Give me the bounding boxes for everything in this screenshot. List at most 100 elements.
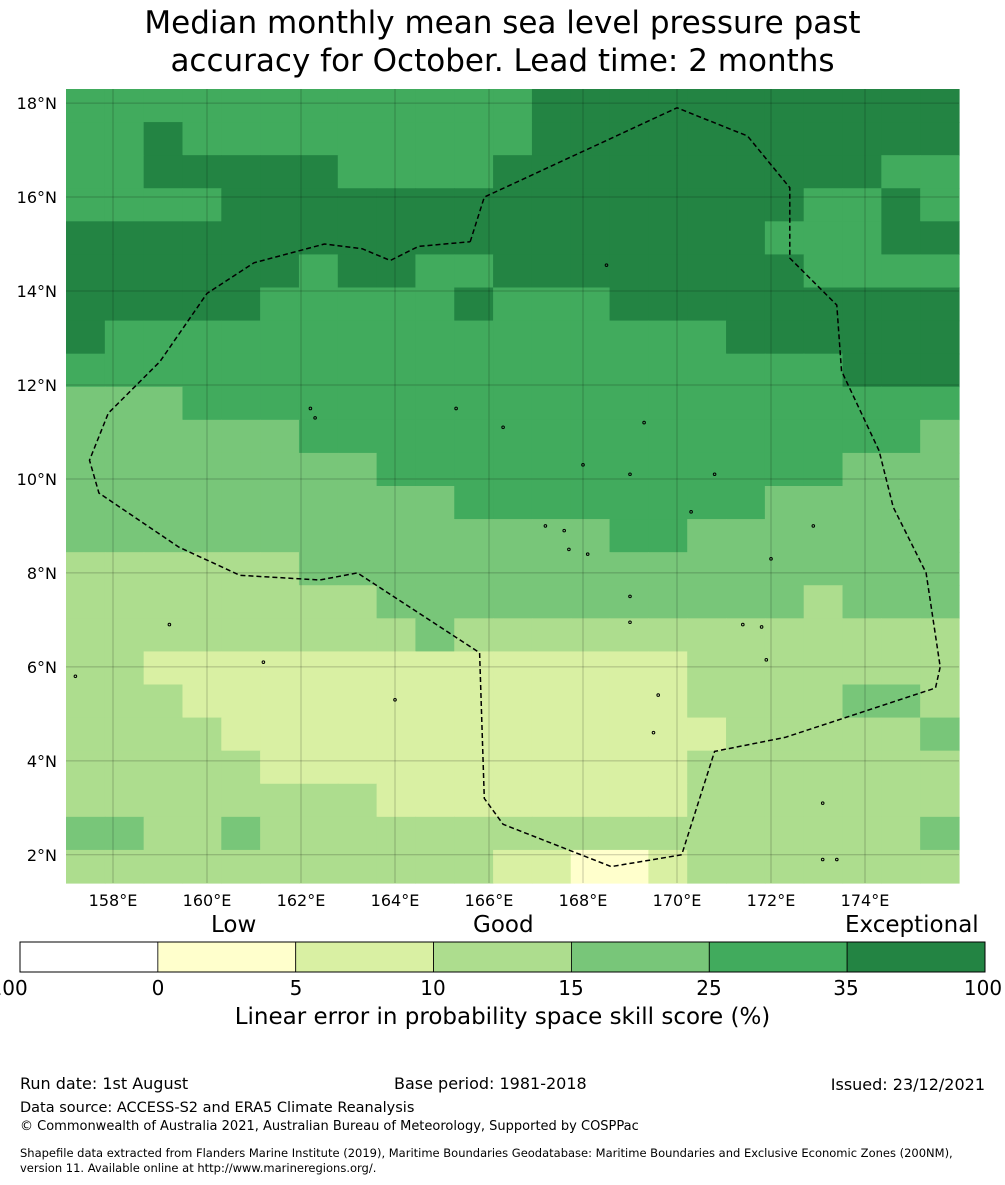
skill-cell	[687, 122, 727, 156]
skill-cell	[182, 254, 222, 289]
skill-cell	[182, 783, 222, 818]
skill-cell	[493, 552, 533, 586]
skill-cell	[803, 254, 844, 289]
skill-cell	[842, 89, 882, 123]
longitude-label: 164°E	[371, 891, 420, 910]
skill-cell	[764, 320, 805, 355]
shapefile-credit: Shapefile data extracted from Flanders M…	[20, 1146, 1005, 1176]
skill-cell	[842, 816, 882, 851]
skill-cell	[764, 849, 805, 884]
skill-cell	[66, 552, 106, 586]
skill-cell	[104, 849, 145, 884]
skill-cell	[881, 585, 921, 619]
skill-cell	[298, 519, 339, 553]
latitude-label: 12°N	[17, 376, 57, 395]
tick-25: 25	[696, 976, 722, 1000]
skill-cell	[376, 618, 417, 653]
skill-cell	[842, 684, 882, 719]
island	[585, 552, 590, 556]
skill-cell	[531, 849, 572, 884]
skill-cell	[337, 750, 378, 785]
skill-cell	[648, 122, 688, 156]
skill-cell	[182, 486, 222, 520]
skill-cell	[842, 353, 882, 388]
latitude-label: 2°N	[27, 846, 57, 865]
skill-cell	[415, 419, 455, 454]
skill-cell	[182, 618, 222, 653]
skill-cell	[726, 552, 766, 586]
skill-cell	[726, 452, 766, 487]
skill-cell	[648, 552, 688, 586]
skill-cell	[570, 254, 611, 289]
skill-cell	[66, 585, 106, 619]
skill-cell	[570, 552, 611, 586]
latitude-label: 10°N	[17, 470, 57, 489]
skill-cell	[687, 750, 727, 785]
skill-cell	[842, 155, 882, 189]
skill-cell	[104, 717, 145, 752]
skill-cell	[337, 353, 378, 388]
skill-cell	[143, 816, 184, 851]
skill-cell	[570, 849, 611, 884]
skill-cell	[104, 585, 145, 619]
skill-cell	[376, 486, 417, 520]
skill-cell	[182, 419, 222, 454]
skill-cell	[66, 651, 106, 686]
skill-cell	[143, 651, 184, 686]
skill-cell	[803, 353, 844, 388]
skill-cell	[609, 717, 649, 752]
skill-cell	[376, 386, 417, 421]
skill-cell	[687, 452, 727, 487]
skill-cell	[260, 452, 300, 487]
tick-10: 10	[420, 976, 446, 1000]
skill-cell	[337, 122, 378, 156]
skill-cell	[104, 287, 145, 322]
skill-cell	[687, 254, 727, 289]
skill-cell	[143, 783, 184, 818]
skill-cell	[66, 386, 106, 421]
skill-cell	[104, 750, 145, 785]
skill-cell	[648, 419, 688, 454]
skill-cell	[66, 519, 106, 553]
skill-cell	[415, 155, 455, 189]
skill-cell	[920, 452, 960, 487]
skill-cell	[66, 287, 106, 322]
skill-cell	[182, 221, 222, 256]
skill-cell	[764, 816, 805, 851]
skill-cell	[260, 386, 300, 421]
skill-cell	[570, 320, 611, 355]
skill-cell	[609, 353, 649, 388]
skill-cell	[221, 320, 261, 355]
skill-cell	[609, 783, 649, 818]
skill-cell	[726, 221, 766, 256]
skill-cell	[803, 188, 844, 222]
skill-cell	[143, 717, 184, 752]
skill-cell	[143, 486, 184, 520]
skill-cell	[454, 552, 494, 586]
skill-cell	[687, 386, 727, 421]
skill-score-map: 158°E 160°E 162°E 164°E 166°E 168°E 170°E 172°E…	[17, 89, 986, 973]
skill-cell	[260, 254, 300, 289]
skill-cell	[531, 452, 572, 487]
skill-cell	[842, 419, 882, 454]
skill-cell	[531, 684, 572, 719]
skill-cell	[260, 122, 300, 156]
skill-cell	[415, 585, 455, 619]
skill-cell	[881, 684, 921, 719]
island	[581, 463, 585, 467]
skill-cell	[726, 816, 766, 851]
skill-cell	[182, 684, 222, 719]
skill-cell	[337, 320, 378, 355]
skill-cell	[842, 122, 882, 156]
skill-cell	[337, 452, 378, 487]
skill-cell	[764, 585, 805, 619]
colorbar-segment	[433, 941, 572, 973]
island	[73, 674, 78, 679]
skill-cell	[881, 750, 921, 785]
skill-cell	[415, 519, 455, 553]
skill-cell	[221, 89, 261, 123]
skill-cell	[182, 353, 222, 388]
skill-cell	[415, 750, 455, 785]
colorbar-segment	[708, 941, 848, 973]
latitude-label: 16°N	[17, 188, 57, 207]
